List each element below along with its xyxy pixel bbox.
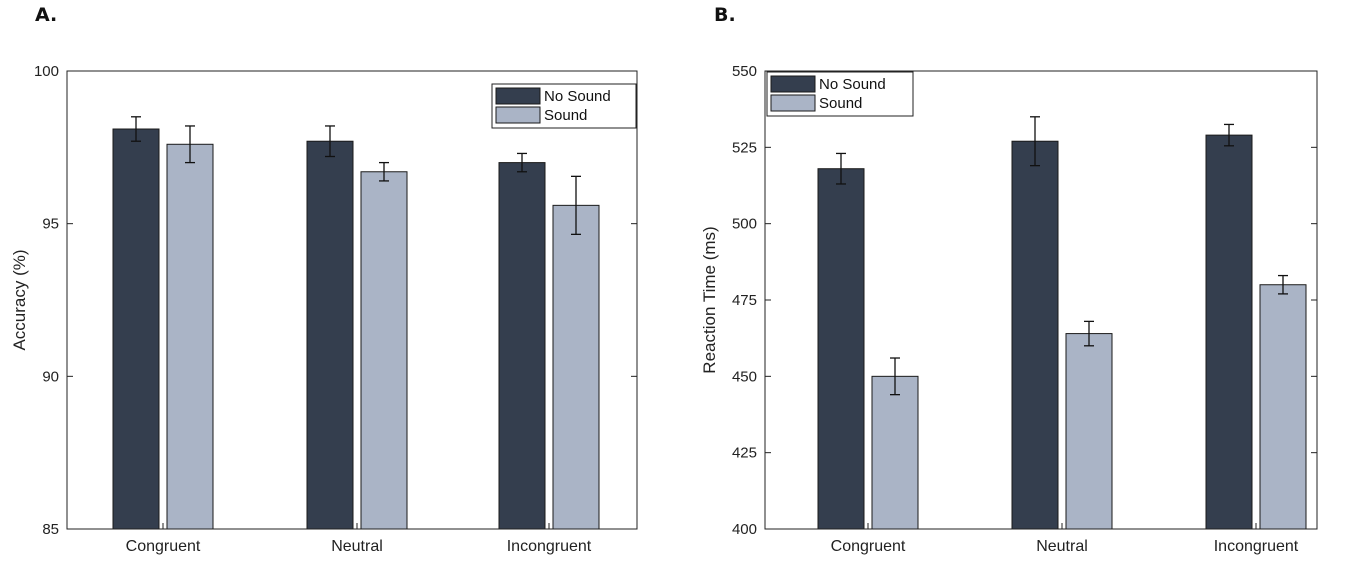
y-tick-label: 90: [42, 368, 59, 385]
y-tick-label: 95: [42, 216, 59, 233]
y-tick-label: 525: [732, 139, 757, 156]
plot-frame: [66, 70, 638, 530]
y-axis-label: Reaction Time (ms): [700, 226, 719, 373]
y-tick-label: 425: [732, 445, 757, 462]
error-bar-congruent-no-sound: [131, 116, 141, 142]
bar-congruent-no-sound: [817, 168, 865, 530]
legend-swatch-sound: [770, 94, 816, 112]
legend: No Sound Sound: [491, 83, 637, 129]
bar-incongruent-sound: [1259, 284, 1307, 530]
legend: No Sound Sound: [766, 71, 914, 117]
error-bar-incongruent-sound: [571, 175, 581, 236]
y-tick-label: 550: [732, 63, 757, 80]
bar-incongruent-sound: [552, 204, 600, 530]
x-tick-label: Incongruent: [507, 538, 592, 555]
legend-label-no-sound: No Sound: [544, 88, 611, 105]
x-tick-label: Neutral: [1036, 538, 1088, 555]
error-bar-incongruent-no-sound: [1224, 123, 1234, 147]
x-tick-label: Congruent: [831, 538, 906, 555]
legend-swatch-no-sound: [495, 87, 541, 105]
y-axis-label: Accuracy (%): [10, 249, 29, 350]
error-bar-incongruent-no-sound: [517, 152, 527, 173]
bar-congruent-sound: [871, 375, 919, 530]
y-tick-label: 400: [732, 521, 757, 538]
bar-congruent-no-sound: [112, 128, 160, 530]
bar-incongruent-no-sound: [498, 162, 546, 530]
bar-neutral-sound: [1065, 333, 1113, 530]
error-bar-incongruent-sound: [1278, 274, 1288, 295]
panel-a-label: A.: [35, 4, 58, 26]
error-bar-neutral-no-sound: [1030, 116, 1040, 167]
error-bar-neutral-sound: [1084, 320, 1094, 347]
y-tick-label: 100: [34, 63, 59, 80]
chart-b: 400 425 450 475 500 525 550 Congruent Neutral Inc…: [700, 63, 1318, 555]
error-bar-congruent-sound: [185, 125, 195, 164]
bar-incongruent-no-sound: [1205, 134, 1253, 530]
error-bar-congruent-no-sound: [836, 152, 846, 185]
bar-neutral-no-sound: [1011, 140, 1059, 530]
legend-label-sound: Sound: [544, 107, 587, 124]
y-tick-label: 450: [732, 368, 757, 385]
error-bar-congruent-sound: [890, 357, 900, 396]
legend-swatch-no-sound: [770, 75, 816, 93]
bar-congruent-sound: [166, 143, 214, 530]
legend-swatch-sound: [495, 106, 541, 124]
bar-neutral-sound: [360, 171, 408, 530]
y-tick-label: 500: [732, 216, 757, 233]
chart-a: 85 90 95 100 Congruent Neutral Incongruent Accu…: [10, 63, 638, 555]
x-tick-label: Incongruent: [1214, 538, 1299, 555]
bar-neutral-no-sound: [306, 140, 354, 530]
panel-b-label: B.: [714, 4, 736, 26]
legend-label-no-sound: No Sound: [819, 76, 886, 93]
y-tick-label: 85: [42, 521, 59, 538]
y-tick-label: 475: [732, 292, 757, 309]
error-bar-neutral-no-sound: [325, 125, 335, 158]
error-bar-neutral-sound: [379, 161, 389, 182]
x-tick-label: Congruent: [126, 538, 201, 555]
x-tick-label: Neutral: [331, 538, 383, 555]
legend-label-sound: Sound: [819, 95, 862, 112]
